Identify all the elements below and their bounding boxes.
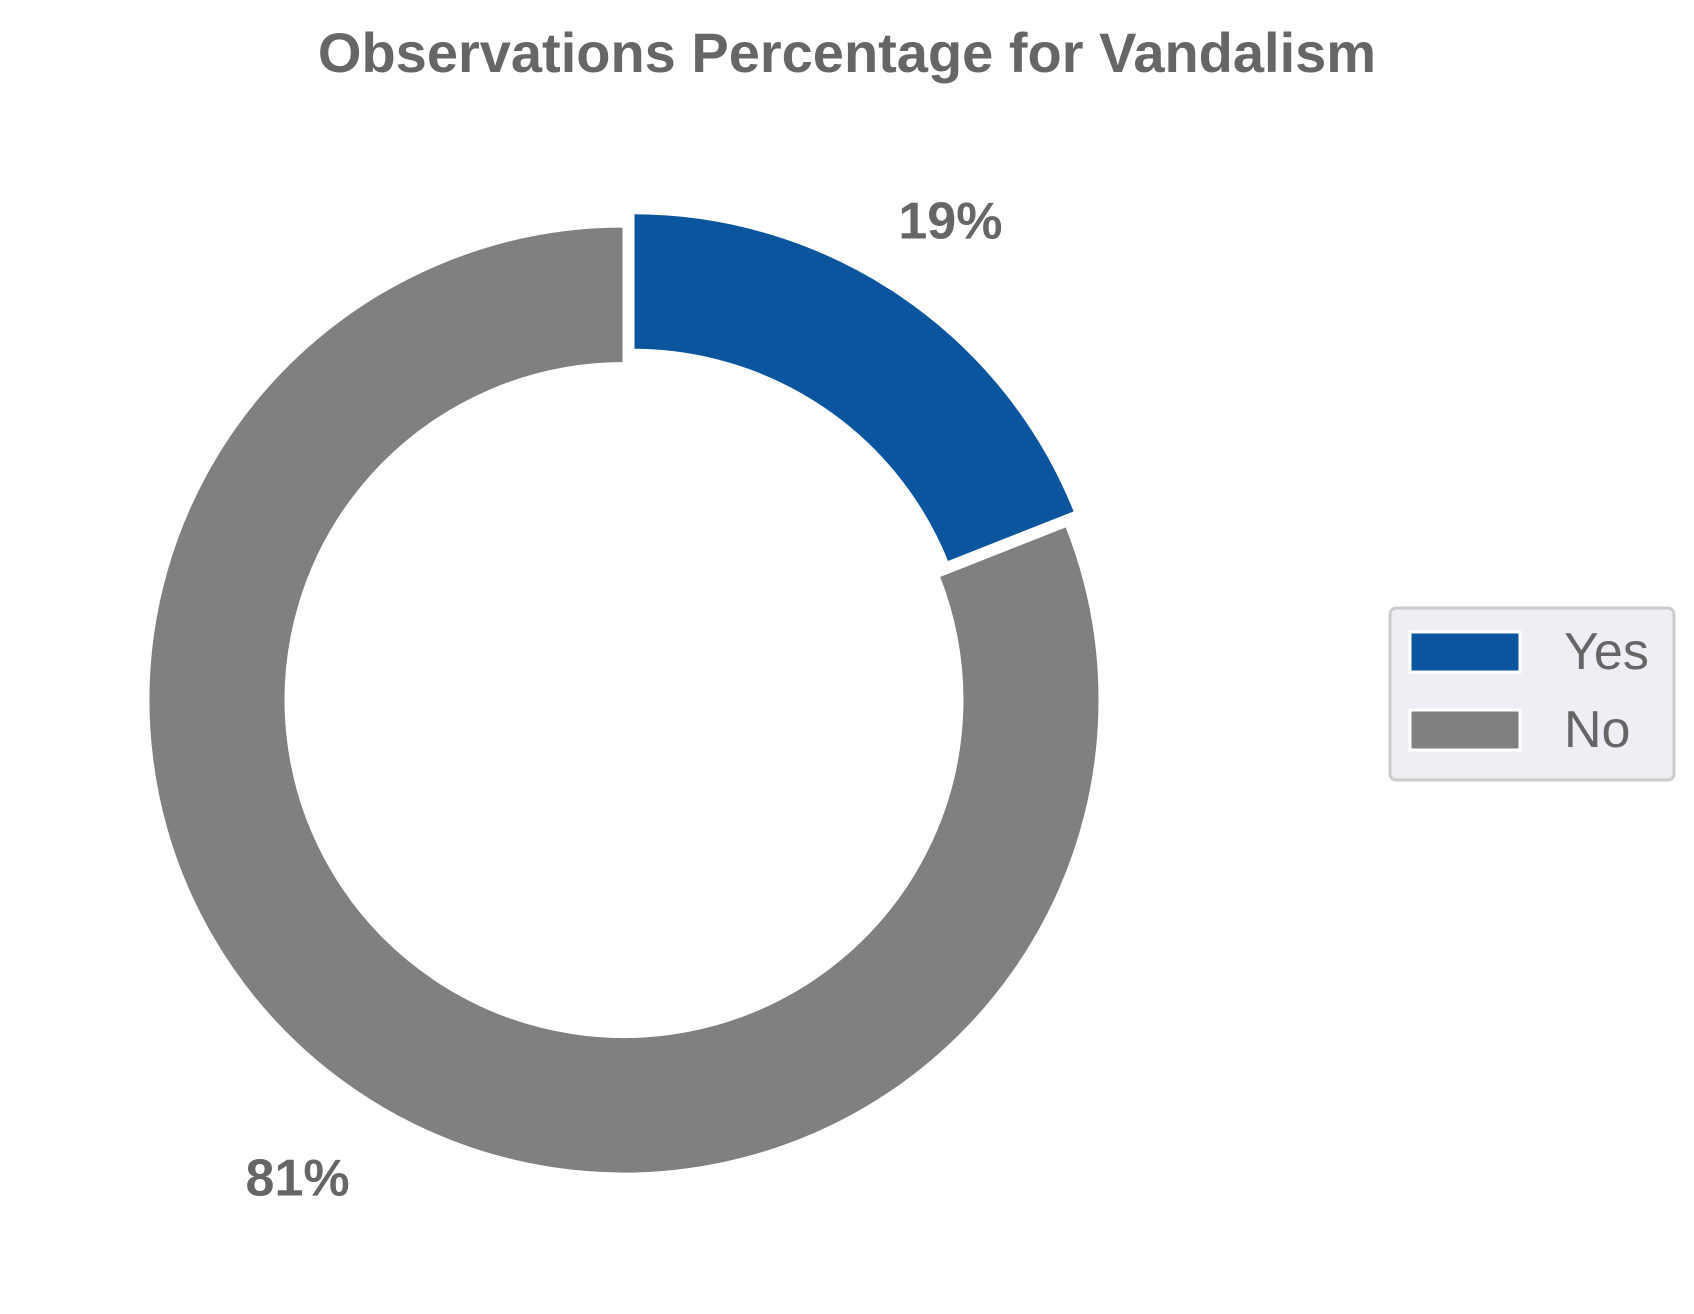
slice-label-no: 81% bbox=[246, 1149, 350, 1207]
chart-title: Observations Percentage for Vandalism bbox=[317, 21, 1377, 84]
donut-slice-yes bbox=[631, 211, 1078, 565]
percentage-labels: 19% 81% bbox=[246, 193, 1003, 1208]
legend-swatch-yes bbox=[1408, 630, 1522, 674]
legend: Yes No bbox=[1388, 606, 1676, 782]
slice-label-yes: 19% bbox=[898, 193, 1002, 251]
legend-swatch-no bbox=[1408, 708, 1522, 752]
donut-slice-no bbox=[146, 224, 1102, 1176]
legend-label-no: No bbox=[1564, 701, 1630, 759]
donut-slices bbox=[146, 211, 1102, 1176]
legend-label-yes: Yes bbox=[1564, 623, 1649, 681]
